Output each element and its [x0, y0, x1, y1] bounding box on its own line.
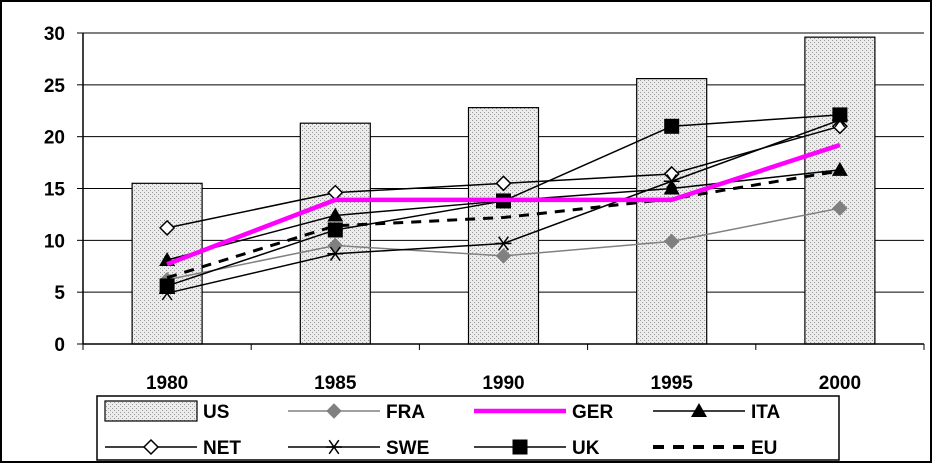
legend-marker [691, 403, 707, 417]
legend-box [96, 395, 840, 461]
series-line-ger [166, 142, 841, 267]
legend-label: NET [203, 438, 241, 459]
point-fra-2000 [832, 200, 848, 216]
gridlines [83, 32, 924, 293]
point-swe-1985 [327, 246, 344, 262]
legend-label: ITA [751, 402, 780, 423]
axes [77, 32, 925, 350]
legend-item-swe: SWE [288, 438, 429, 459]
point-swe-1990 [495, 236, 512, 251]
legend-item-ita: ITA [653, 402, 780, 423]
point-ita-2000 [831, 161, 848, 176]
line-series [159, 107, 848, 301]
bar-us-2000 [804, 36, 876, 345]
point-net-1980 [159, 219, 176, 236]
legend-item-net: NET [105, 438, 241, 459]
legend-item-us: US [104, 400, 229, 423]
star-stroke [329, 246, 341, 262]
point-uk-1985 [327, 222, 343, 238]
y-tick-labels: 0 5 10 15 20 25 30 [44, 24, 66, 356]
legend-label: UK [572, 438, 600, 459]
point-fra-1995 [663, 233, 680, 250]
y-tick-label: 15 [44, 180, 66, 201]
legend-label: EU [751, 438, 777, 459]
legend-item-fra: FRA [288, 402, 425, 423]
y-tick-label: 5 [54, 283, 65, 304]
star-stroke [498, 236, 509, 251]
legend-item-ger: GER [474, 402, 613, 423]
legend-label: GER [572, 402, 613, 423]
legend-label: SWE [386, 438, 429, 459]
point-uk-2000 [832, 107, 848, 123]
point-fra-1990 [495, 248, 512, 264]
star-stroke [666, 174, 678, 189]
y-tick-label: 25 [44, 76, 66, 97]
legend-label: US [203, 402, 229, 423]
legend-item-uk: UK [474, 438, 600, 459]
legend-marker [142, 438, 160, 456]
y-tick-label: 0 [54, 335, 65, 356]
legend-item-eu: EU [653, 438, 777, 459]
point-net-1990 [495, 175, 512, 192]
x-tick-label: 1985 [314, 373, 357, 394]
x-tick-label: 1995 [651, 373, 694, 394]
bar-us-1995 [636, 78, 708, 345]
point-swe-1995 [663, 174, 680, 189]
legend-swatch [104, 400, 198, 422]
legend-label: FRA [386, 402, 425, 423]
legend-marker [326, 439, 342, 455]
y-tick-label: 30 [44, 24, 65, 45]
point-uk-1980 [159, 278, 175, 294]
star-stroke [328, 439, 340, 455]
point-net-2000 [831, 118, 848, 135]
x-tick-label: 1990 [482, 373, 524, 394]
x-tick-labels: 1980 1985 1990 1995 2000 [146, 373, 861, 394]
legend: US FRA GER ITA NET SWE UK EU [96, 395, 840, 461]
x-tick-label: 2000 [819, 373, 861, 394]
legend-marker [512, 439, 528, 455]
bar-us-1990 [467, 107, 540, 345]
point-ita-1985 [327, 207, 344, 222]
point-uk-1995 [664, 118, 680, 134]
point-ita-1995 [663, 180, 680, 195]
y-tick-label: 20 [44, 128, 65, 149]
y-tick-label: 10 [44, 231, 65, 252]
series-line-eu [166, 169, 841, 280]
legend-marker [326, 403, 342, 419]
x-tick-label: 1980 [146, 373, 188, 394]
